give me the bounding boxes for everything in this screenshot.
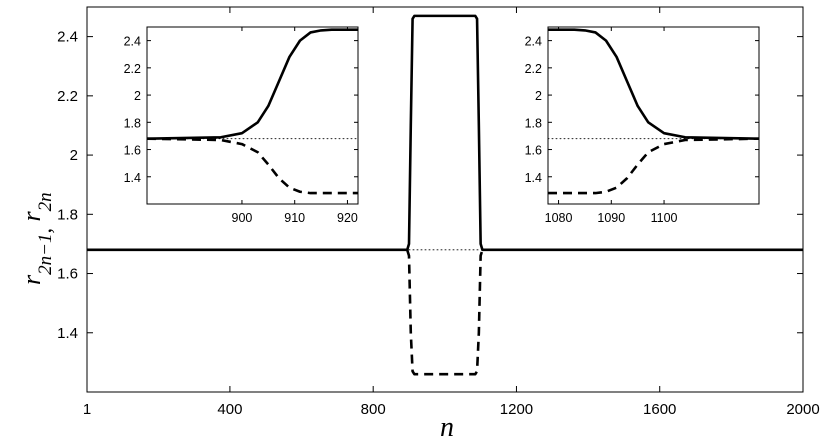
inset-right-ytick-label: 1.8 (525, 116, 542, 130)
inset-right-series-group (548, 28, 759, 195)
inset-right-frame (547, 26, 760, 205)
inset-left-series-dashed-line (147, 137, 358, 195)
inset-right-series-dashed-line (548, 137, 759, 195)
main-ytick-label: 1.8 (57, 206, 78, 223)
main-xtick-label: 400 (217, 401, 242, 418)
main-series-dashed-line (405, 249, 484, 376)
inset-right-ytick-label: 2 (535, 89, 542, 103)
inset-left-frame (146, 26, 359, 205)
main-ytick-label: 2 (70, 147, 78, 164)
x-axis-label: n (440, 412, 454, 442)
inset-right-ytick-label: 1.4 (525, 171, 542, 185)
inset-left-series-group (147, 28, 358, 195)
inset-right-background (548, 27, 759, 204)
inset-left-ytick-label: 2 (134, 89, 141, 103)
inset-right-plot: 1080 1090 1100 1.4 1.6 1.8 2 2.2 2.4 (525, 26, 760, 225)
inset-left-ytick-label: 1.8 (124, 116, 141, 130)
inset-left-ytick-label: 2.4 (124, 35, 141, 49)
inset-left-plot: 900 910 920 1.4 1.6 1.8 2 2.2 2.4 (124, 26, 359, 225)
inset-right-ytick-label: 2.2 (525, 62, 542, 76)
y-axis-label-subscript: 2n−1 (35, 234, 56, 275)
y-axis-label-subscript: 2n (35, 192, 56, 211)
main-xtick-label: 1600 (643, 401, 676, 418)
inset-left-background (147, 27, 358, 204)
inset-left-xtick-label: 920 (337, 211, 358, 225)
main-xtick-label: 1 (83, 401, 91, 418)
inset-right-series-solid-line (548, 28, 759, 140)
main-xtick-label: 800 (361, 401, 386, 418)
main-ytick-label: 1.6 (57, 266, 78, 283)
main-frame (86, 6, 804, 393)
main-ytick-label: 2.2 (57, 88, 78, 105)
inset-left-ytick-label: 2.2 (124, 62, 141, 76)
inset-right-xtick-label: 1080 (545, 211, 573, 225)
main-ytick-label: 2.4 (57, 29, 78, 46)
y-axis-label-separator: , (31, 228, 56, 234)
inset-right-ytick-label: 1.6 (525, 144, 542, 158)
inset-left-ytick-label: 1.4 (124, 171, 141, 185)
inset-right-xtick-label: 1090 (597, 211, 625, 225)
main-series-group (87, 14, 803, 376)
inset-right-ytick-label: 2.4 (525, 35, 542, 49)
main-xtick-label: 1200 (500, 401, 533, 418)
y-axis-label-var: r (17, 274, 46, 285)
main-ytick-label: 1.4 (57, 325, 78, 342)
inset-right-xtick-label: 1100 (651, 211, 678, 225)
main-series-solid-line (87, 14, 803, 252)
inset-left-xtick-label: 910 (284, 211, 305, 225)
inset-left-series-solid-line (147, 28, 358, 140)
y-axis-label-var: r (17, 211, 46, 229)
y-axis-label: r2n−1, r2n (17, 192, 56, 285)
inset-left-ytick-label: 1.6 (124, 144, 141, 158)
inset-left-xtick-label: 900 (232, 211, 253, 225)
main-xtick-label: 2000 (786, 401, 819, 418)
